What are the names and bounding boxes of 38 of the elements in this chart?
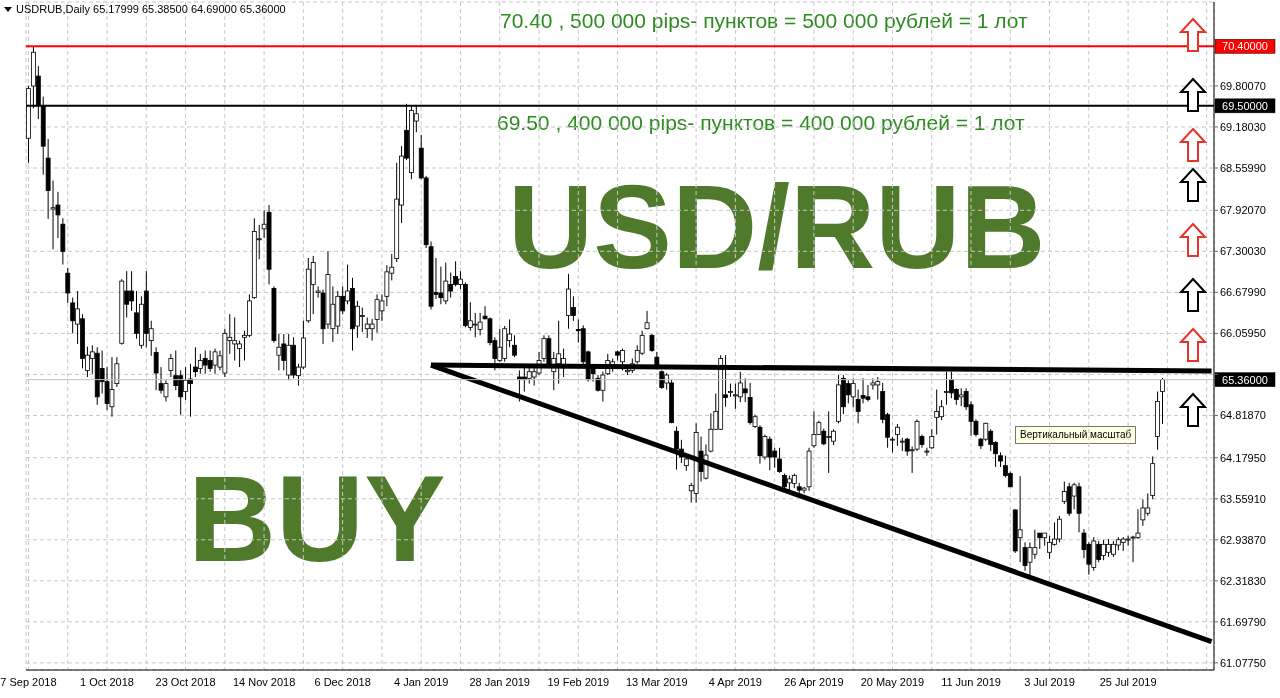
annotation: Вертикальный масштаб (1015, 426, 1137, 444)
y-tick-label: 64.81870 (1220, 409, 1266, 422)
y-tick-label: 66.67990 (1220, 286, 1266, 299)
y-tick-label: 69.80070 (1220, 79, 1266, 92)
y-tick-label: 68.55990 (1220, 161, 1266, 174)
ref-line-label: 65.36000 (1222, 373, 1268, 386)
ref-line-label: 70.40000 (1222, 40, 1268, 53)
y-tick-label: 66.05950 (1220, 327, 1266, 340)
chart-title: USDRUB,Daily 65.17999 65.38500 64.69000 65.36000 (16, 3, 286, 15)
x-tick-label: 23 Oct 2018 (155, 675, 216, 688)
x-tick-label: 25 Jul 2019 (1099, 675, 1157, 688)
y-tick-label: 67.30030 (1220, 245, 1266, 258)
x-tick-label: 4 Apr 2019 (708, 675, 762, 688)
y-tick-label: 63.55910 (1220, 492, 1266, 505)
x-tick-label: 7 Sep 2018 (0, 675, 57, 688)
y-tick-label: 62.93870 (1220, 533, 1266, 546)
x-tick-label: 19 Feb 2019 (547, 675, 610, 688)
x-tick-label: 1 Oct 2018 (80, 675, 134, 688)
x-tick-label: 3 Jul 2019 (1024, 675, 1075, 688)
annotation: BUY (188, 451, 446, 587)
x-tick-label: 4 Jan 2019 (393, 675, 449, 688)
y-tick-label: 61.69790 (1220, 615, 1266, 628)
y-tick-label: 64.17950 (1220, 451, 1266, 464)
x-tick-label: 26 Apr 2019 (784, 675, 844, 688)
ref-line-label: 69.50000 (1222, 99, 1268, 112)
x-tick-label: 28 Jan 2019 (469, 675, 531, 688)
x-tick-label: 6 Dec 2018 (314, 675, 371, 688)
x-tick-label: 20 May 2019 (860, 675, 925, 688)
y-tick-label: 62.31830 (1220, 574, 1266, 587)
x-tick-label: 13 Mar 2019 (625, 675, 688, 688)
y-tick-label: 69.18030 (1220, 120, 1266, 133)
y-tick-label: 67.92070 (1220, 204, 1266, 217)
annotation: 70.40 , 500 000 pips- пунктов = 500 000 рублей = 1 лот (500, 9, 1028, 32)
x-tick-label: 11 Jun 2019 (941, 675, 1001, 688)
y-tick-label: 61.07750 (1220, 656, 1266, 669)
x-tick-label: 14 Nov 2018 (232, 675, 296, 688)
annotation: USD/RUB (508, 161, 1046, 293)
annotation: 69.50 , 400 000 pips- пунктов = 400 000 рублей = 1 лот (497, 111, 1025, 134)
